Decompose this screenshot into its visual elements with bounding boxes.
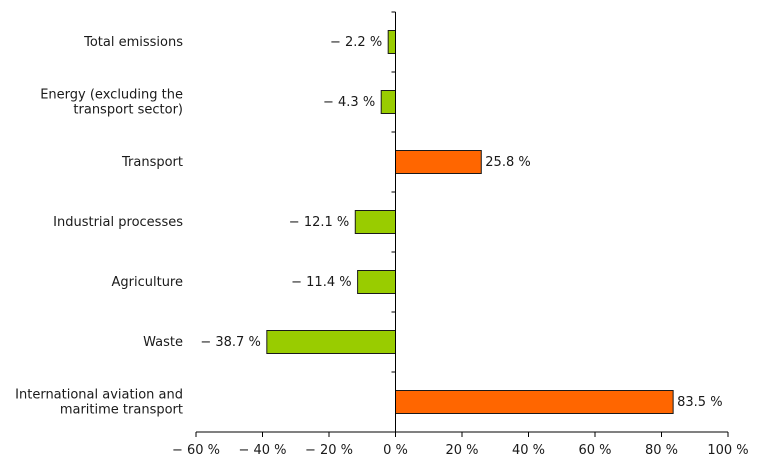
value-label-5: − 38.7 % bbox=[200, 335, 260, 350]
category-label-line: Industrial processes bbox=[53, 215, 183, 230]
value-label-3: − 12.1 % bbox=[289, 215, 349, 230]
value-label-0: − 2.2 % bbox=[330, 35, 382, 50]
value-label-2: 25.8 % bbox=[485, 155, 530, 170]
category-label-1: Energy (excluding the transport sector) bbox=[40, 88, 183, 118]
category-label-line: Total emissions bbox=[83, 35, 183, 50]
x-tick-label: 100 % bbox=[707, 443, 748, 458]
labels-group: − 2.2 % Total emissions − 4.3 % Energy (exc… bbox=[15, 35, 749, 458]
category-label-line: International aviation and bbox=[15, 388, 183, 403]
category-label-line: Transport bbox=[121, 155, 183, 170]
bar-2 bbox=[395, 150, 482, 174]
category-label-line: Energy (excluding the bbox=[40, 88, 183, 103]
value-label-6: 83.5 % bbox=[677, 395, 722, 410]
bar-5 bbox=[266, 330, 397, 354]
x-tick-label: − 60 % bbox=[172, 443, 220, 458]
bars-group bbox=[266, 30, 674, 414]
category-label-line: Waste bbox=[143, 335, 183, 350]
category-label-3: Industrial processes bbox=[53, 215, 183, 230]
category-label-line: transport sector) bbox=[73, 103, 183, 118]
bar-6 bbox=[395, 390, 674, 414]
x-tick-label: − 20 % bbox=[305, 443, 353, 458]
x-tick-label: 20 % bbox=[445, 443, 478, 458]
category-label-2: Transport bbox=[121, 155, 183, 170]
value-label-1: − 4.3 % bbox=[323, 95, 375, 110]
category-label-line: maritime transport bbox=[60, 403, 183, 418]
category-label-line: Agriculture bbox=[112, 275, 184, 290]
x-tick-label: 40 % bbox=[512, 443, 545, 458]
value-label-4: − 11.4 % bbox=[291, 275, 351, 290]
x-tick-label: 0 % bbox=[383, 443, 408, 458]
bar-3 bbox=[354, 210, 396, 234]
category-label-5: Waste bbox=[143, 335, 183, 350]
category-label-6: International aviation and maritime trans… bbox=[15, 388, 183, 418]
bar-4 bbox=[357, 270, 396, 294]
bar-1 bbox=[380, 90, 397, 114]
x-tick-label: 60 % bbox=[578, 443, 611, 458]
bar-0 bbox=[387, 30, 396, 54]
category-label-0: Total emissions bbox=[83, 35, 183, 50]
axes-group bbox=[195, 11, 729, 437]
x-tick-label: − 40 % bbox=[238, 443, 286, 458]
category-label-4: Agriculture bbox=[112, 275, 184, 290]
x-tick-label: 80 % bbox=[645, 443, 678, 458]
